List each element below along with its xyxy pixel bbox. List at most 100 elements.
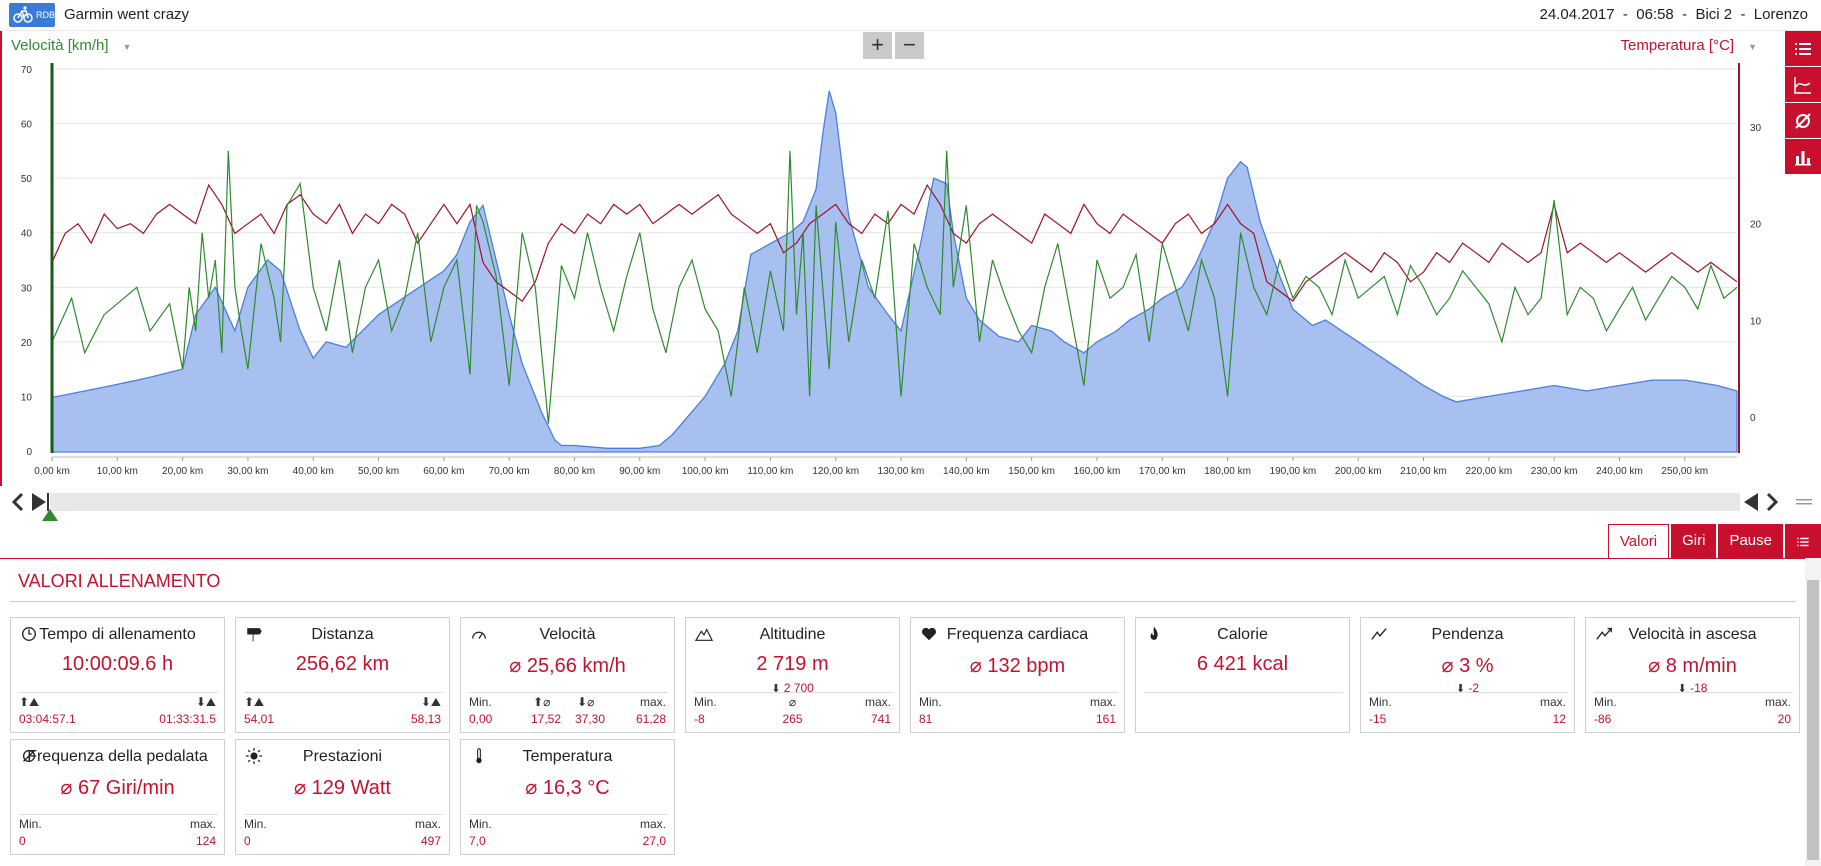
x-tick-label: 170,00 km bbox=[1139, 466, 1186, 477]
workout-title: Garmin went crazy bbox=[64, 6, 190, 23]
min-value: -8 bbox=[694, 712, 705, 726]
x-tick-label: 20,00 km bbox=[162, 466, 203, 477]
x-tick-label: 110,00 km bbox=[747, 466, 793, 477]
panel-title: VALORI ALLENAMENTO bbox=[18, 571, 221, 591]
chevron-right-icon[interactable] bbox=[1766, 492, 1779, 512]
chevron-down-icon: ▼ bbox=[122, 42, 132, 52]
metric-card[interactable]: Frequenza cardiaca ⌀ 132 bpm Min. max. 81 161 bbox=[910, 617, 1125, 733]
panel-tabs: Valori Giri Pause bbox=[1606, 524, 1821, 559]
descent-icon: ⬇⛰ bbox=[195, 695, 216, 709]
min-value: -86 bbox=[1594, 712, 1612, 726]
x-tick-label: 180,00 km bbox=[1204, 466, 1251, 477]
line-chart-button[interactable] bbox=[1785, 67, 1821, 102]
metric-value: 6 421 kcal bbox=[1136, 653, 1349, 676]
metric-card[interactable]: Calorie 6 421 kcal bbox=[1135, 617, 1350, 733]
bar-chart-icon bbox=[1795, 150, 1811, 165]
y-right-tick-label: 30 bbox=[1750, 123, 1762, 134]
app-logo[interactable]: RDB bbox=[9, 3, 55, 27]
average-button[interactable] bbox=[1785, 103, 1821, 138]
metric-main-value: 3 % bbox=[1459, 655, 1494, 677]
y-left-tick-label: 50 bbox=[21, 174, 33, 185]
descent-icon: ⬇ bbox=[771, 683, 781, 695]
metric-card[interactable]: Velocità in ascesa ⌀ 8 m/min ⬇ -18 Min. max.… bbox=[1585, 617, 1800, 733]
metric-title: Altitudine bbox=[759, 626, 826, 643]
x-tick-label: 130,00 km bbox=[878, 466, 925, 477]
list-view-button[interactable] bbox=[1785, 31, 1821, 66]
average-icon: ⌀ bbox=[1648, 655, 1661, 677]
y-left-tick-label: 70 bbox=[21, 65, 33, 76]
metric-value: ⌀ 8 m/min bbox=[1586, 653, 1799, 678]
panel-scrollbar[interactable] bbox=[1805, 558, 1821, 866]
zoom-in-button[interactable]: + bbox=[863, 32, 892, 59]
metric-descent-value: ⬇ 2 700 bbox=[771, 681, 814, 695]
top-bar: RDB Garmin went crazy 24.04.2017 - 06:58… bbox=[0, 0, 1821, 31]
right-axis-selector[interactable]: Temperatura [°C] ▼ bbox=[1621, 37, 1757, 54]
x-tick-label: 240,00 km bbox=[1596, 466, 1643, 477]
max-label: max. bbox=[1539, 695, 1566, 709]
min-label: Min. bbox=[19, 817, 42, 831]
metric-card[interactable]: Tempo di allenamento 10:00:09.6 h ⬆⛰ ⬇⛰ 03:0… bbox=[10, 617, 225, 733]
tab-pause[interactable]: Pause bbox=[1718, 524, 1783, 559]
x-tick-label: 250,00 km bbox=[1661, 466, 1708, 477]
activity-chart[interactable]: 0 10 20 30 40 50 60 70 0 10 20 30 0,00 km 10,00 km 20,… bbox=[0, 31, 1785, 486]
chevron-left-icon[interactable] bbox=[11, 492, 24, 512]
x-tick-label: 40,00 km bbox=[293, 466, 334, 477]
ascent-icon: ⬆⛰ bbox=[244, 695, 265, 709]
left-axis-selector[interactable]: Velocità [km/h] ▼ bbox=[11, 37, 131, 54]
metric-card[interactable]: Prestazioni ⌀ 129 Watt Min. max. 0 497 bbox=[235, 739, 450, 855]
metric-title: Pendenza bbox=[1431, 626, 1504, 643]
y-left-tick-label: 30 bbox=[21, 283, 33, 294]
left-axis-label: Velocità [km/h] bbox=[11, 37, 109, 54]
position-marker[interactable] bbox=[42, 509, 58, 521]
metric-card[interactable]: Altitudine 2 719 m ⬇ 2 700 Min. max. -8 741 ⌀ 26… bbox=[685, 617, 900, 733]
range-navigator[interactable] bbox=[0, 487, 1821, 523]
metric-main-value: 2 719 m bbox=[756, 653, 829, 675]
max-value: 124 bbox=[195, 834, 216, 848]
metric-card[interactable]: Distanza 256,62 km ⬆⛰ ⬇⛰ 54,01 58,13 bbox=[235, 617, 450, 733]
range-handle-right[interactable] bbox=[1744, 493, 1758, 511]
x-tick-label: 230,00 km bbox=[1531, 466, 1578, 477]
metric-main-value: 129 Watt bbox=[311, 777, 391, 799]
list-icon bbox=[1795, 42, 1811, 55]
metric-card[interactable]: Velocità ⌀ 25,66 km/h Min. max. 0,00 61,28 ⬆⌀ ⬇… bbox=[460, 617, 675, 733]
min-label: Min. bbox=[469, 695, 492, 709]
flame-icon bbox=[1150, 626, 1158, 640]
metric-title: Temperatura bbox=[522, 748, 613, 765]
y-left-tick-label: 60 bbox=[21, 120, 33, 131]
tab-valori[interactable]: Valori bbox=[1607, 524, 1670, 559]
metric-title: Velocità bbox=[539, 626, 596, 643]
average-icon: ⌀ bbox=[509, 655, 522, 677]
bar-chart-button[interactable] bbox=[1785, 139, 1821, 174]
drag-grip-icon[interactable] bbox=[1796, 499, 1812, 505]
panel-menu-button[interactable] bbox=[1785, 524, 1821, 559]
range-handle-left[interactable] bbox=[32, 493, 46, 511]
metric-card[interactable]: Temperatura ⌀ 16,3 °C Min. max. 7,0 27,0 bbox=[460, 739, 675, 855]
y-left-tick-label: 20 bbox=[21, 338, 33, 349]
min-value: 7,0 bbox=[469, 834, 486, 848]
logo-text: RDB bbox=[35, 10, 55, 20]
descent-icon: ⬇⛰ bbox=[420, 695, 441, 709]
scrollbar-thumb[interactable] bbox=[1807, 580, 1819, 860]
speed-line-series bbox=[51, 150, 1738, 424]
thermometer-icon bbox=[476, 748, 482, 764]
metric-card[interactable]: Pendenza ⌀ 3 % ⬇ -2 Min. max. -15 12 bbox=[1360, 617, 1575, 733]
speedometer-icon bbox=[472, 631, 486, 639]
metric-main-value: 16,3 °C bbox=[542, 777, 610, 799]
zoom-out-button[interactable]: − bbox=[895, 32, 924, 59]
x-tick-label: 160,00 km bbox=[1074, 466, 1121, 477]
min-label: Min. bbox=[1369, 695, 1392, 709]
metric-card[interactable]: Frequenza della pedalata ⌀ 67 Giri/min Min… bbox=[10, 739, 225, 855]
max-value: 20 bbox=[1777, 712, 1791, 726]
divider bbox=[1594, 692, 1793, 693]
metric-main-value: 6 421 kcal bbox=[1196, 653, 1289, 675]
y-right-tick-label: 0 bbox=[1750, 413, 1756, 424]
altitude-area-series bbox=[51, 90, 1738, 453]
descent-time: 01:33:31.5 bbox=[159, 712, 216, 726]
x-tick-label: 80,00 km bbox=[554, 466, 595, 477]
average-icon: ⌀ bbox=[969, 655, 982, 677]
descent-average-value: 37,30 bbox=[575, 712, 606, 726]
tab-giri[interactable]: Giri bbox=[1671, 524, 1717, 559]
max-label: max. bbox=[864, 695, 891, 709]
metric-main-value: 67 Giri/min bbox=[77, 777, 175, 799]
average-icon: ⌀ bbox=[1441, 655, 1454, 677]
